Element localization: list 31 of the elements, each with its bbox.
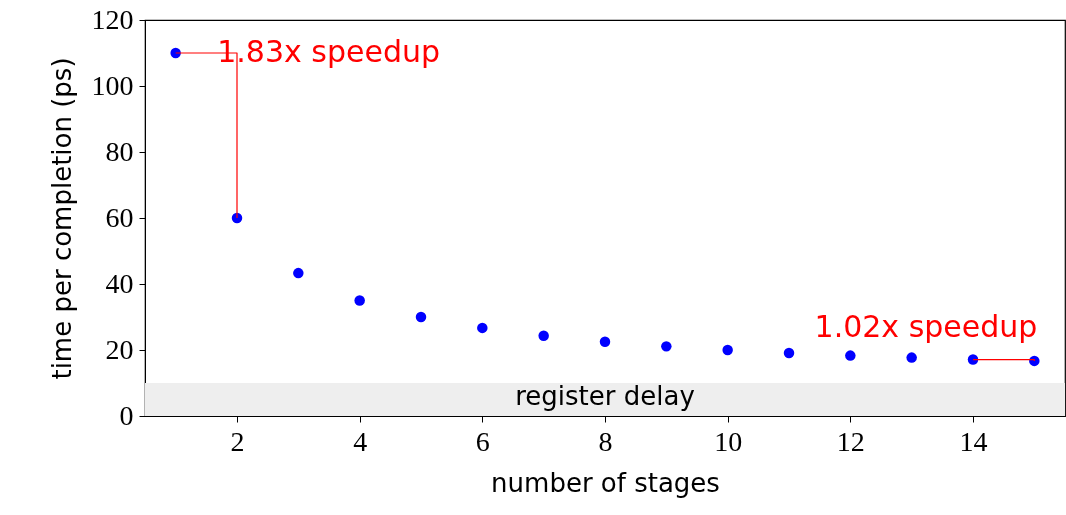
point — [477, 322, 488, 334]
point — [293, 267, 304, 279]
point — [661, 341, 672, 352]
x-tick-label: 14 — [959, 425, 988, 457]
point — [538, 330, 549, 342]
y-tick-label: 100 — [91, 69, 134, 101]
point — [415, 311, 427, 323]
point — [599, 336, 611, 347]
y-tick-label: 80 — [105, 135, 134, 167]
x-tick-label: 12 — [836, 425, 865, 457]
point — [783, 347, 795, 359]
annotation: 1.02x speedup — [814, 308, 1038, 344]
y-tick-label: 120 — [91, 3, 134, 35]
y-tick-label: 0 — [119, 399, 134, 431]
x-tick-label: 8 — [598, 425, 613, 457]
y-tick-label: 20 — [105, 333, 134, 365]
y-tick-label: 40 — [105, 267, 134, 299]
point — [967, 354, 979, 365]
x-tick-label: 6 — [475, 425, 490, 457]
band-label: register delay — [515, 380, 695, 411]
point — [845, 350, 856, 361]
x-tick-label: 10 — [714, 425, 743, 457]
point — [354, 295, 365, 306]
annotation: 1.83x speedup — [217, 34, 440, 69]
point — [722, 344, 733, 356]
y-axis-title: time per completion (ps) — [46, 57, 77, 380]
point — [906, 352, 917, 363]
x-axis-title: number of stages — [491, 467, 720, 498]
x-tick-label: 4 — [353, 425, 368, 457]
x-tick-label: 2 — [230, 425, 245, 457]
y-tick-label: 60 — [105, 201, 134, 233]
